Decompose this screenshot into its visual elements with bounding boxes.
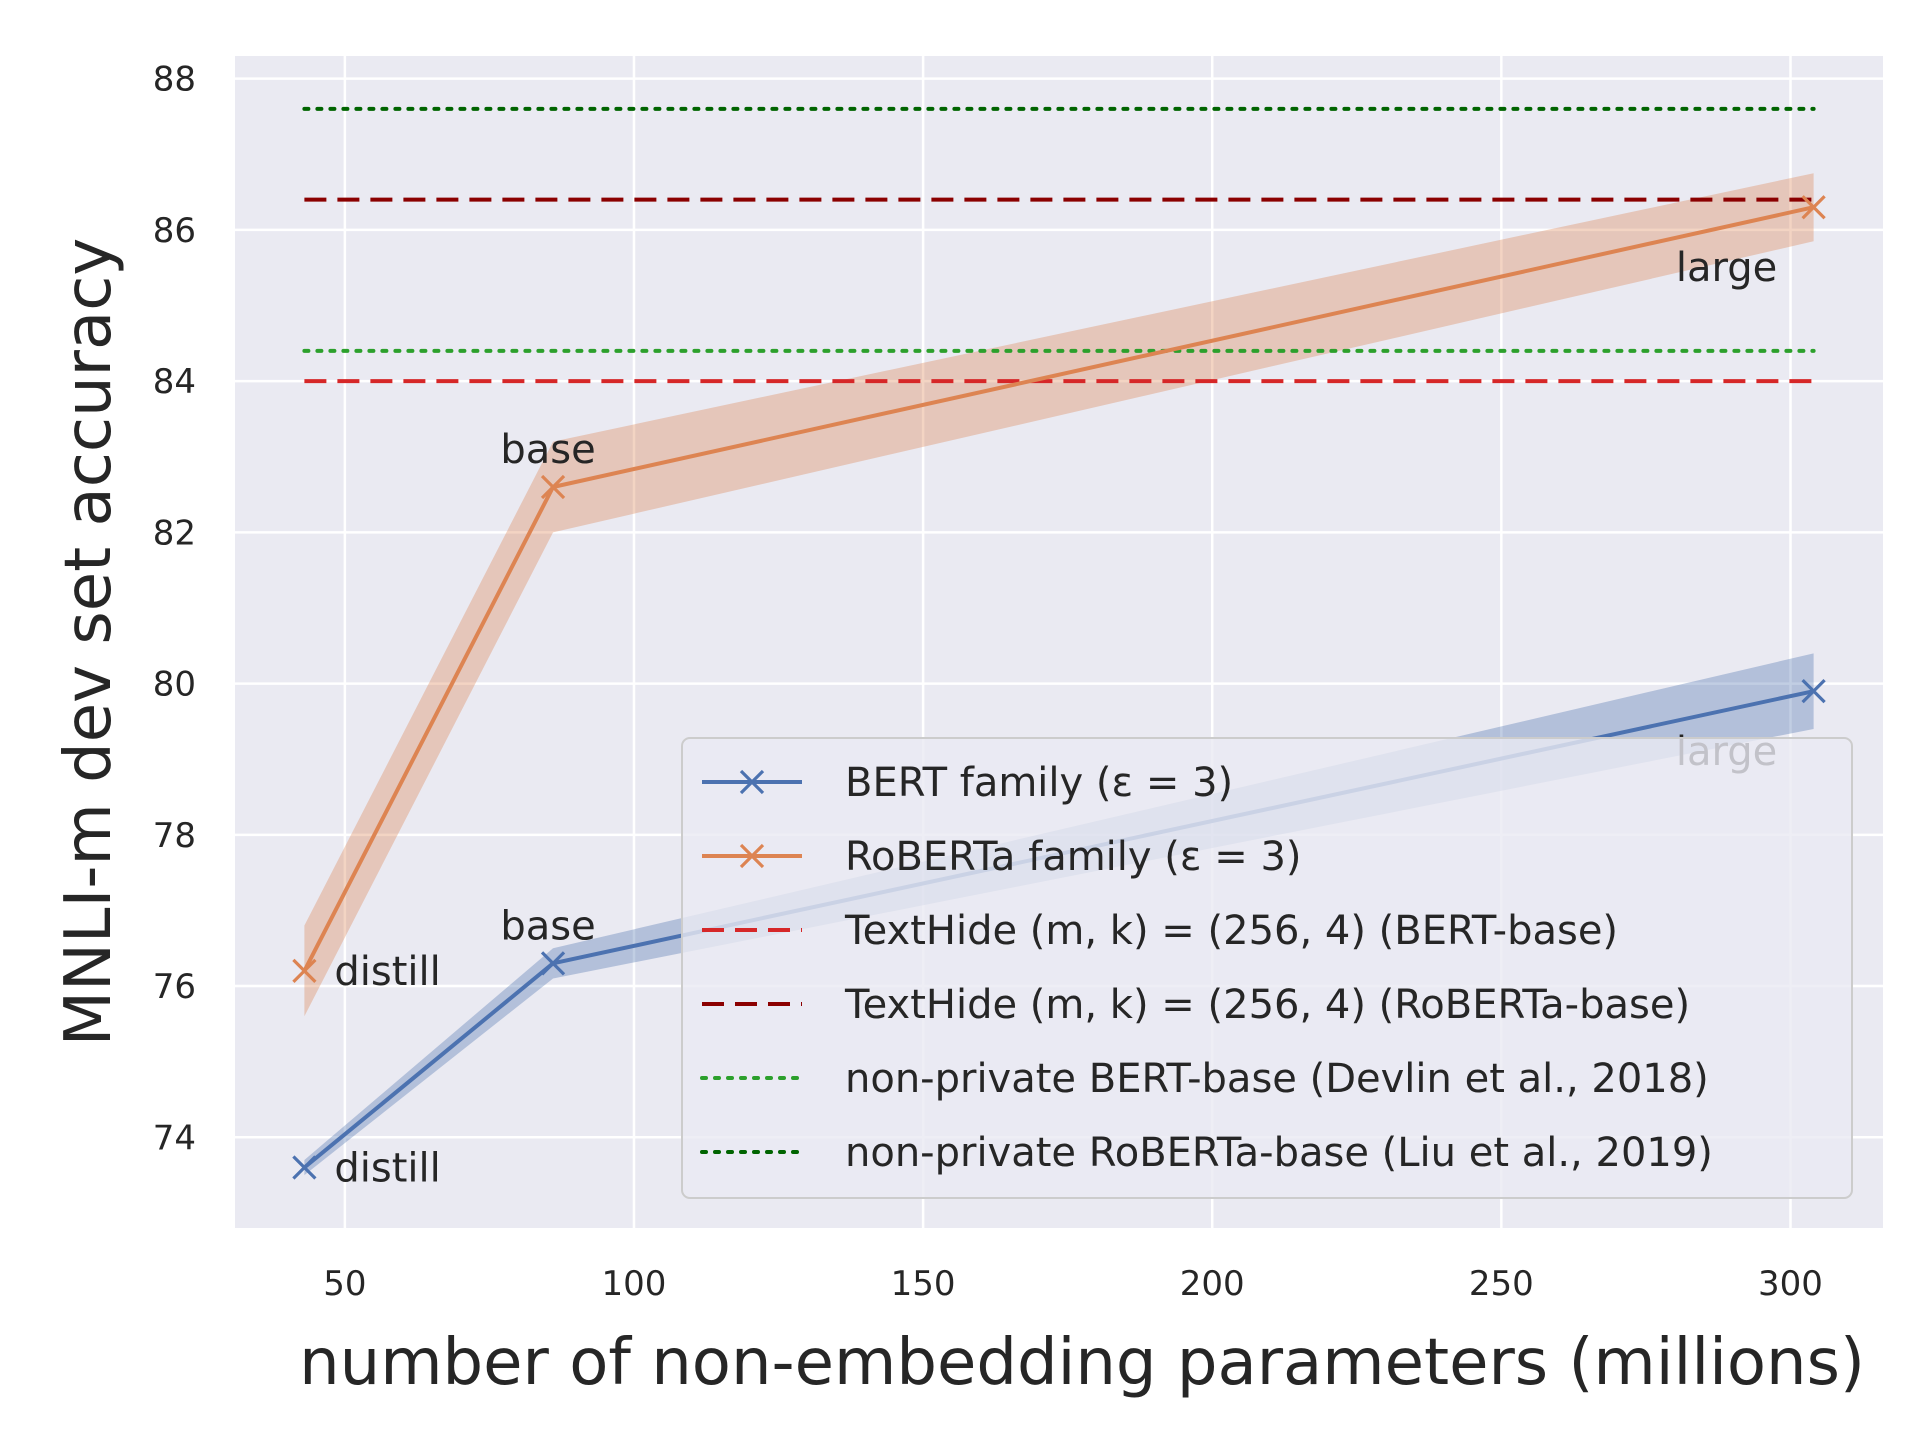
x-tick-label: 200 [1180,1264,1245,1304]
confidence-band-1 [304,173,1814,1017]
y-tick-label: 80 [153,665,196,705]
legend-label: TextHide (m, k) = (256, 4) (RoBERTa-base… [844,982,1690,1028]
y-tick-label: 88 [153,60,196,100]
legend-label: BERT family (ε = 3) [845,760,1233,806]
y-tick-label: 84 [153,362,196,402]
point-label: distill [334,1146,440,1192]
x-tick-label: 50 [323,1264,366,1304]
point-label: base [500,903,595,949]
tick-labels: 50 100 150 200 250 300 74 76 78 80 82 84 86 88 [153,60,1823,1304]
legend-label: TextHide (m, k) = (256, 4) (BERT-base) [844,908,1618,954]
y-tick-label: 76 [153,967,196,1007]
data-point-marker [292,1155,317,1180]
point-label: distill [334,949,440,995]
point-label: base [500,427,595,473]
legend-label: non-private RoBERTa-base (Liu et al., 20… [845,1130,1713,1176]
point-label: large [1676,245,1777,291]
y-axis-label: MNLI-m dev set accuracy [52,238,126,1047]
y-tick-label: 86 [153,211,196,251]
data-point-marker [540,474,566,500]
data-point-marker [1801,679,1826,704]
legend-label: RoBERTa family (ε = 3) [845,834,1302,880]
legend-label: non-private BERT-base (Devlin et al., 20… [845,1056,1709,1102]
grid [235,56,1883,1228]
legend: BERT family (ε = 3) RoBERTa family (ε = 3… [681,737,1853,1199]
y-tick-label: 74 [153,1118,196,1158]
data-point-marker [1801,195,1826,220]
legend-box [681,737,1853,1199]
legend-marker [739,769,765,795]
y-tick-label: 82 [153,513,196,553]
x-tick-label: 100 [602,1264,667,1304]
reference-lines [302,106,1816,384]
data-point-marker [540,951,566,976]
legend-marker [739,843,765,869]
x-tick-label: 300 [1758,1264,1823,1304]
x-tick-label: 250 [1469,1264,1534,1304]
y-tick-label: 78 [153,816,196,856]
data-point-marker [292,958,317,984]
x-axis-label: number of non-embedding parameters (mill… [299,1326,1865,1400]
x-tick-label: 150 [891,1264,956,1304]
